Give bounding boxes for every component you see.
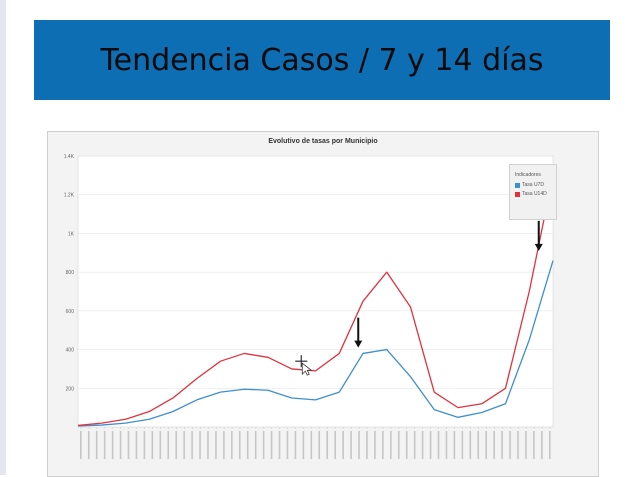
x-tick-label-glyph <box>310 431 313 459</box>
x-tick-label-glyph <box>119 431 122 459</box>
annotation-arrow-head <box>354 340 363 348</box>
x-tick-label-glyph <box>358 431 360 459</box>
plot-area <box>77 155 554 428</box>
x-tick-label-glyph <box>159 431 162 459</box>
move-cursor-icon <box>295 355 308 368</box>
x-tick-label-glyph <box>445 431 448 459</box>
x-tick-label-glyph <box>135 431 138 459</box>
legend-item-u14d: Tasa U14D <box>515 191 547 197</box>
y-tick-label: 200 <box>66 386 75 392</box>
x-tick-label-glyph <box>175 431 177 459</box>
x-tick-label-glyph <box>374 431 376 459</box>
x-tick-label-glyph <box>517 431 519 459</box>
x-tick-label-glyph <box>421 431 424 459</box>
x-tick-label-glyph <box>95 431 98 459</box>
y-tick-label: 400 <box>66 348 75 354</box>
x-tick-label-glyph <box>350 431 352 459</box>
legend-swatch-u14d <box>515 191 520 197</box>
x-tick-label-glyph <box>413 431 416 459</box>
x-tick-label-glyph <box>111 431 114 459</box>
x-tick-label-glyph <box>390 431 392 459</box>
window-edge <box>0 0 6 475</box>
x-tick-label-glyph <box>80 431 82 459</box>
y-tick-label: 800 <box>66 270 75 276</box>
series-line-tasa-u14d <box>77 175 554 427</box>
x-tick-label-glyph <box>302 431 305 459</box>
x-tick-label-glyph <box>199 431 201 459</box>
x-tick-label-glyph <box>525 431 527 459</box>
x-tick-label-glyph <box>103 431 106 459</box>
legend-label-u14d: Tasa U14D <box>522 191 547 197</box>
x-tick-label-glyph <box>429 431 432 459</box>
x-tick-label-glyph <box>183 431 185 459</box>
x-tick-label-glyph <box>461 431 464 459</box>
chart-legend: Indicadores Tasa U7D Tasa U14D <box>509 164 557 220</box>
x-tick-label-glyph <box>477 431 480 459</box>
x-tick-label-glyph <box>549 431 551 459</box>
x-tick-label-glyph <box>87 431 90 459</box>
series-line-tasa-u7d <box>77 260 554 427</box>
x-tick-label-glyph <box>238 431 241 459</box>
x-tick-label-glyph <box>143 431 146 459</box>
x-tick-label-glyph <box>294 431 297 459</box>
legend-swatch-u7d <box>515 182 520 188</box>
x-tick-label-glyph <box>231 431 233 459</box>
x-tick-label-glyph <box>270 431 273 459</box>
x-tick-label-glyph <box>382 431 384 459</box>
x-tick-label-glyph <box>278 431 281 459</box>
pointer-cursor-icon <box>301 362 313 376</box>
x-tick-label-glyph <box>246 431 249 459</box>
y-tick-label: 1K <box>68 231 75 237</box>
x-tick-label-glyph <box>286 431 289 459</box>
legend-item-u7d: Tasa U7D <box>515 182 544 188</box>
y-tick-label: 600 <box>66 309 75 315</box>
x-tick-label-glyph <box>151 431 154 459</box>
x-tick-label-glyph <box>501 431 503 459</box>
x-tick-label-glyph <box>207 431 209 459</box>
x-tick-label-glyph <box>541 431 543 459</box>
annotation-arrow-head <box>534 243 543 251</box>
x-tick-label-glyph <box>453 431 456 459</box>
x-tick-label-glyph <box>397 431 400 459</box>
x-tick-label-glyph <box>254 431 257 459</box>
x-tick-label-glyph <box>191 431 193 459</box>
y-tick-label: 1.4K <box>64 154 75 160</box>
line-chart: 200 400 600 800 1K 1.2K 1.4K <box>64 154 554 459</box>
legend-label-u7d: Tasa U7D <box>522 182 544 188</box>
x-tick-label-glyph <box>262 431 265 459</box>
x-tick-label-glyph <box>469 431 472 459</box>
slide-title: Tendencia Casos / 7 y 14 días <box>100 42 544 78</box>
x-tick-label-glyph <box>437 431 440 459</box>
x-tick-label-glyph <box>493 431 495 459</box>
x-tick-label-glyph <box>127 431 130 459</box>
x-tick-label-glyph <box>318 431 321 459</box>
x-tick-label-glyph <box>215 431 217 459</box>
x-tick-label-glyph <box>485 431 488 459</box>
x-tick-label-glyph <box>342 431 344 459</box>
chart-title: Evolutivo de tasas por Municipio <box>268 138 378 145</box>
x-tick-label-glyph <box>223 431 225 459</box>
x-tick-label-glyph <box>533 431 535 459</box>
title-banner: Tendencia Casos / 7 y 14 días <box>34 20 610 100</box>
chart-frame: Evolutivo de tasas por Municipio 200 400 6… <box>47 131 599 477</box>
x-tick-label-glyph <box>366 431 368 459</box>
x-tick-label-glyph <box>334 431 336 459</box>
legend-title: Indicadores <box>515 172 541 178</box>
x-tick-label-glyph <box>167 431 170 459</box>
x-tick-label-glyph <box>326 431 329 459</box>
y-tick-label: 1.2K <box>64 193 75 199</box>
x-tick-label-glyph <box>509 431 511 459</box>
x-tick-label-glyph <box>405 431 408 459</box>
